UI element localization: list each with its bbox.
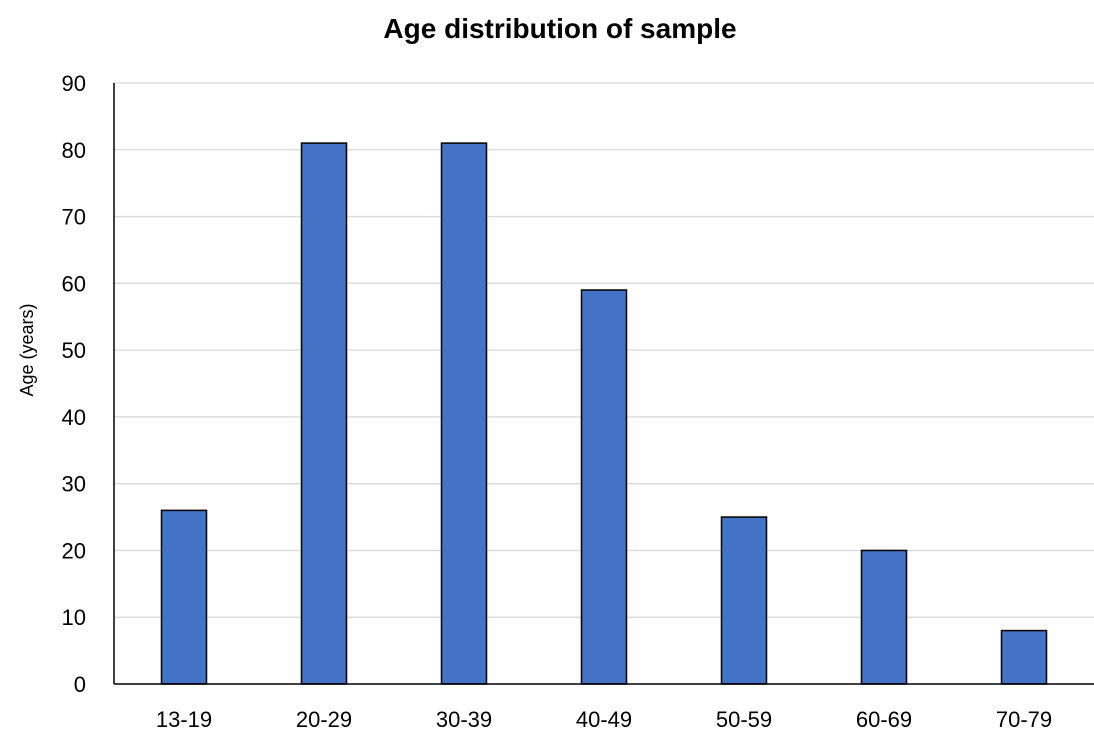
bar-30-39 bbox=[440, 142, 488, 685]
bar-20-29 bbox=[300, 142, 348, 685]
bar-40-49 bbox=[580, 289, 628, 685]
y-tick-label: 50 bbox=[62, 338, 86, 363]
x-tick-labels: 13-19 20-29 30-39 40-49 50-59 60-69 70-79 bbox=[156, 707, 1052, 732]
axes bbox=[113, 83, 1094, 685]
y-tick-label: 0 bbox=[74, 672, 86, 697]
x-tick-label: 60-69 bbox=[856, 707, 912, 732]
y-tick-label: 30 bbox=[62, 472, 86, 497]
bar-50-59 bbox=[720, 516, 768, 685]
bars bbox=[160, 142, 1048, 685]
bar-13-19 bbox=[160, 509, 208, 685]
chart-title: Age distribution of sample bbox=[383, 13, 736, 44]
x-tick-label: 30-39 bbox=[436, 707, 492, 732]
x-tick-label: 13-19 bbox=[156, 707, 212, 732]
y-tick-label: 70 bbox=[62, 205, 86, 230]
y-tick-label: 10 bbox=[62, 605, 86, 630]
y-tick-label: 40 bbox=[62, 405, 86, 430]
y-axis-title: Age (years) bbox=[17, 303, 37, 396]
y-tick-label: 60 bbox=[62, 271, 86, 296]
y-tick-label: 80 bbox=[62, 138, 86, 163]
x-tick-label: 40-49 bbox=[576, 707, 632, 732]
y-tick-labels: 0 10 20 30 40 50 60 70 80 90 bbox=[62, 71, 86, 697]
bar-60-69 bbox=[860, 549, 908, 685]
x-tick-label: 70-79 bbox=[996, 707, 1052, 732]
x-tick-label: 50-59 bbox=[716, 707, 772, 732]
y-tick-label: 20 bbox=[62, 538, 86, 563]
x-tick-label: 20-29 bbox=[296, 707, 352, 732]
y-tick-label: 90 bbox=[62, 71, 86, 96]
bar-70-79 bbox=[1000, 629, 1048, 685]
